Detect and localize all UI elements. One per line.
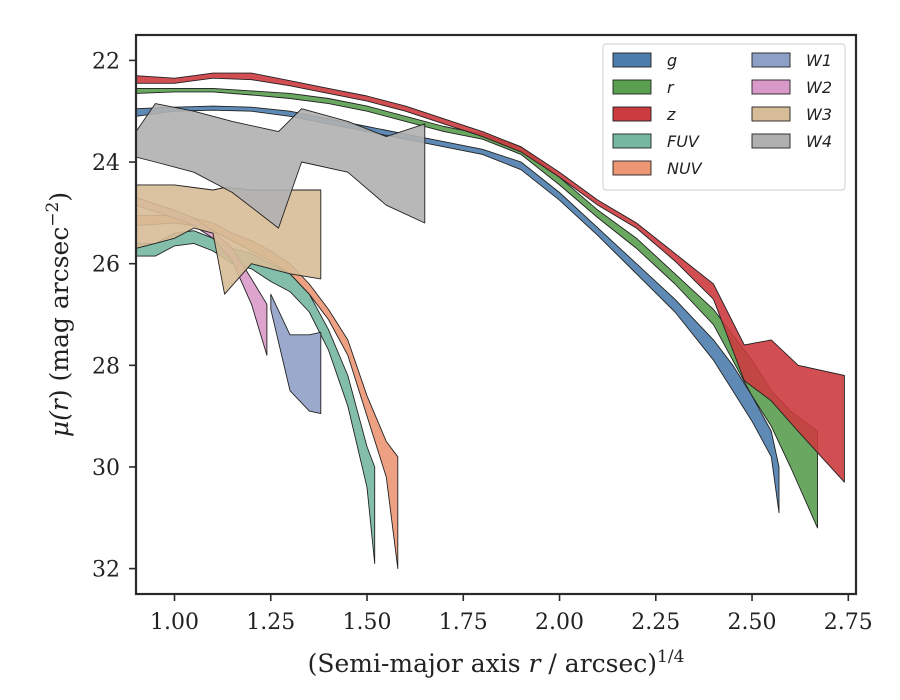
y-tick-label: 24	[92, 151, 120, 176]
x-tick-label: 2.00	[535, 610, 584, 635]
legend: grz FUV NUV W1 W2 W3 W4	[602, 43, 846, 191]
legend-label-g: g	[667, 51, 677, 70]
y-tick-label: 32	[92, 558, 120, 583]
legend-swatch-w4	[751, 133, 791, 149]
x-tick-label: 2.50	[728, 610, 777, 635]
legend-label-nuv: NUV	[667, 159, 703, 178]
x-tick-label: 1.00	[150, 610, 199, 635]
legend-label-w2: W2	[806, 78, 832, 97]
x-tick-label: 2.75	[824, 610, 873, 635]
band-w1	[270, 293, 322, 415]
legend-label-w4: W4	[806, 132, 832, 151]
legend-swatch-g	[612, 52, 652, 68]
series-bands	[136, 72, 845, 570]
x-tick-label: 1.50	[343, 610, 392, 635]
legend-swatch-w3	[751, 106, 791, 122]
legend-swatch-w2	[751, 79, 791, 95]
legend-swatch-nuv	[612, 160, 652, 176]
y-tick-label: 28	[92, 354, 120, 379]
y-tick-label: 26	[92, 253, 120, 278]
legend-swatch-r	[612, 79, 652, 95]
y-tick-label: 30	[92, 456, 120, 481]
x-axis-ticks: 1.00 1.25 1.50 1.75 2.00 2.25 2.50 2.75	[150, 594, 873, 635]
band-r	[136, 87, 818, 529]
plot-frame	[134, 33, 858, 596]
legend-swatch-w1	[751, 52, 791, 68]
legend-label-z: z	[666, 105, 676, 124]
y-tick-label: 22	[92, 49, 120, 74]
legend-label-w3: W3	[806, 105, 832, 124]
legend-label-r: r	[667, 78, 675, 97]
band-fuv	[136, 230, 376, 564]
band-w4	[136, 103, 426, 229]
legend-swatch-z	[612, 106, 652, 122]
band-z	[136, 72, 845, 483]
x-axis-title: (Semi-major axis r / arcsec)1/4	[308, 647, 685, 678]
y-axis-ticks: 22 24 26 28 30 32	[92, 49, 136, 583]
legend-label-fuv: FUV	[667, 132, 700, 151]
y-axis-title: μ(r) (mag arcsec−2)	[43, 192, 74, 437]
legend-swatch-fuv	[612, 133, 652, 149]
x-tick-label: 2.25	[631, 610, 680, 635]
legend-label-w1: W1	[806, 51, 832, 70]
x-tick-label: 1.25	[246, 610, 295, 635]
x-tick-label: 1.75	[439, 610, 488, 635]
